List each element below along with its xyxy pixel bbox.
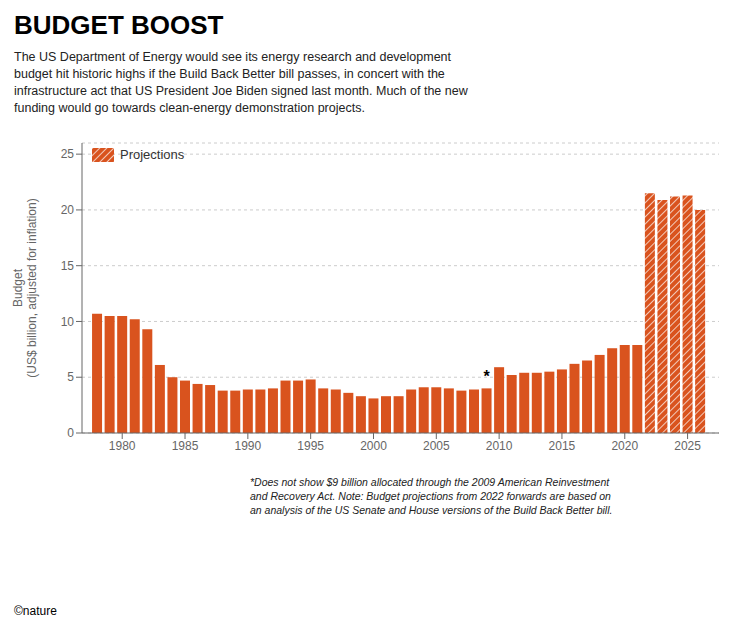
svg-text:15: 15	[61, 259, 75, 273]
svg-text:1980: 1980	[109, 439, 136, 453]
html-text:The US Department of Energy wo: The US Department of Energy would see it…	[14, 50, 468, 115]
html-text:©nature: ©nature	[14, 604, 57, 618]
svg-text:*: *	[483, 368, 490, 385]
svg-text:1985: 1985	[172, 439, 199, 453]
svg-text:2000: 2000	[360, 439, 387, 453]
svg-text:2015: 2015	[549, 439, 576, 453]
svg-text:25: 25	[61, 147, 75, 161]
svg-text:Budget(US$ billion, adjusted f: Budget(US$ billion, adjusted for inflati…	[11, 198, 39, 377]
html-text:BUDGET BOOST: BUDGET BOOST	[14, 10, 224, 40]
svg-text:5: 5	[67, 370, 74, 384]
html-text:Projections: Projections	[120, 147, 185, 162]
svg-text:10: 10	[61, 315, 75, 329]
svg-text:0: 0	[67, 426, 74, 440]
svg-text:2025: 2025	[674, 439, 701, 453]
svg-text:1995: 1995	[297, 439, 324, 453]
svg-text:2010: 2010	[486, 439, 513, 453]
html-text:*Does not show $9 billion allo: *Does not show $9 billion allocated thro…	[250, 476, 613, 516]
svg-text:1990: 1990	[234, 439, 261, 453]
svg-text:20: 20	[61, 203, 75, 217]
svg-text:2005: 2005	[423, 439, 450, 453]
svg-text:2020: 2020	[611, 439, 638, 453]
